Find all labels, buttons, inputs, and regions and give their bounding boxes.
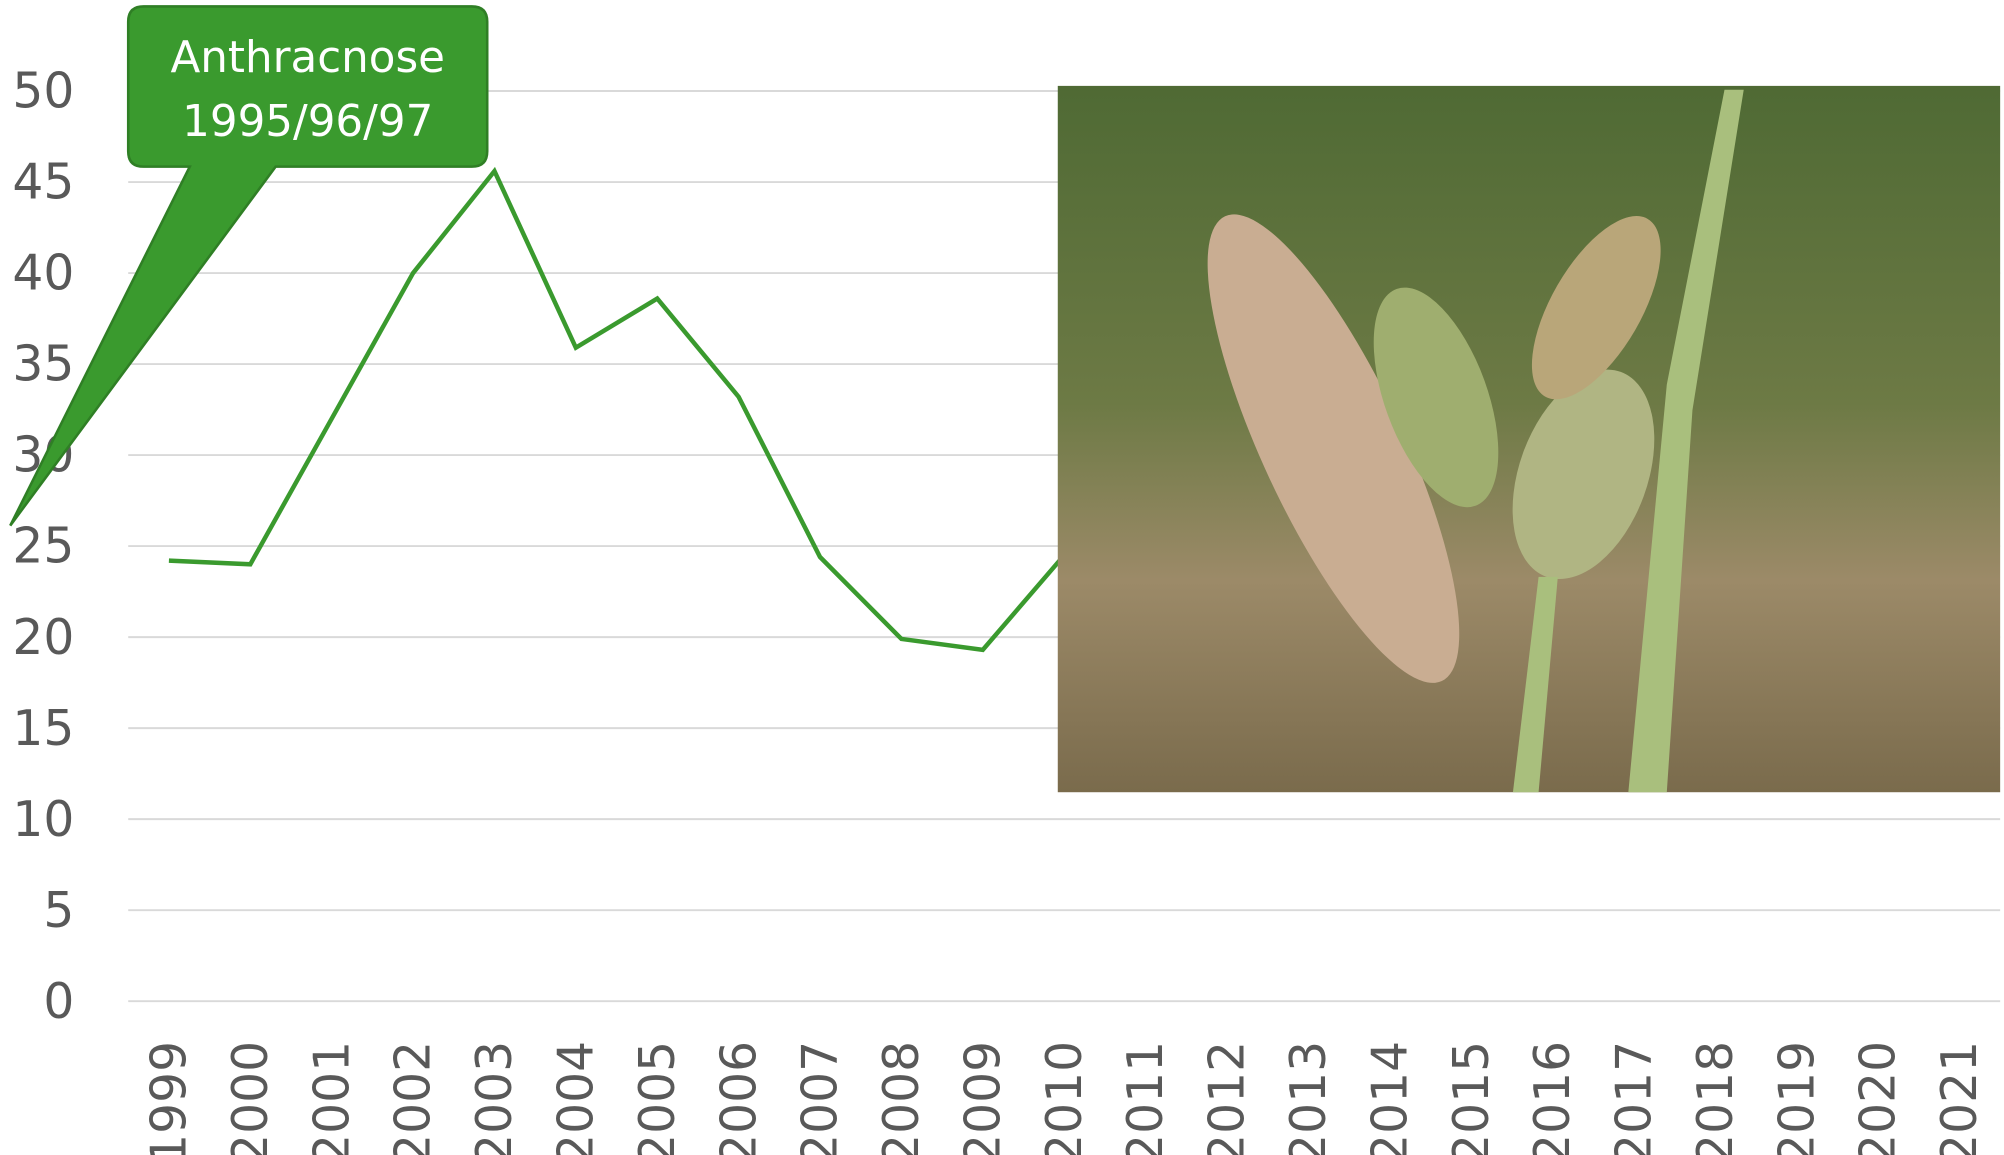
callout-text: Anthracnose xyxy=(170,33,445,83)
x-tick-label: 2018 xyxy=(1688,1041,1744,1155)
x-tick-label: 1999 xyxy=(142,1041,198,1155)
x-tick-label: 2000 xyxy=(223,1041,279,1155)
x-tick-label: 2007 xyxy=(793,1041,849,1155)
x-tick-label: 2001 xyxy=(304,1041,360,1155)
y-tick-label: 40 xyxy=(12,246,74,302)
x-tick-label: 2019 xyxy=(1769,1041,1825,1155)
x-tick-label: 2006 xyxy=(711,1041,767,1155)
y-tick-label: 20 xyxy=(12,610,74,666)
callout-text: 1995/96/97 xyxy=(182,97,433,147)
x-tick-label: 2004 xyxy=(549,1041,605,1155)
x-tick-label: 2020 xyxy=(1851,1041,1907,1155)
x-tick-label: 2002 xyxy=(386,1041,442,1155)
y-tick-label: 15 xyxy=(12,701,74,757)
x-tick-label: 2011 xyxy=(1118,1041,1174,1155)
line xyxy=(168,166,1066,653)
y-tick-label: 5 xyxy=(43,883,74,939)
x-tick-label: 2005 xyxy=(630,1041,686,1155)
y-tick-label: 50 xyxy=(12,64,74,120)
x-tick-label: 2013 xyxy=(1281,1041,1337,1155)
y-tick-label: 10 xyxy=(12,792,74,848)
x-tick-label: 2016 xyxy=(1525,1041,1581,1155)
x-tick-label: 2008 xyxy=(874,1041,930,1155)
x-tick-label: 2003 xyxy=(467,1041,523,1155)
x-tick-label: 2009 xyxy=(955,1041,1011,1155)
x-tick-label: 2017 xyxy=(1607,1041,1663,1155)
photo xyxy=(1057,85,2001,793)
y-tick-label: 45 xyxy=(12,155,74,211)
callout-box xyxy=(9,5,489,527)
callout: Anthracnose 1995/96/97 xyxy=(9,5,489,527)
y-tick-label: 35 xyxy=(12,337,74,393)
x-tick-label: 2012 xyxy=(1200,1041,1256,1155)
y-tick-label: 0 xyxy=(43,974,74,1030)
x-tick-label: 2021 xyxy=(1932,1041,1988,1155)
y-tick-label: 25 xyxy=(12,519,74,575)
x-tick-label: 2014 xyxy=(1362,1041,1418,1155)
x-tick-label: 2015 xyxy=(1444,1041,1500,1155)
x-tick-label: 2010 xyxy=(1037,1041,1093,1155)
